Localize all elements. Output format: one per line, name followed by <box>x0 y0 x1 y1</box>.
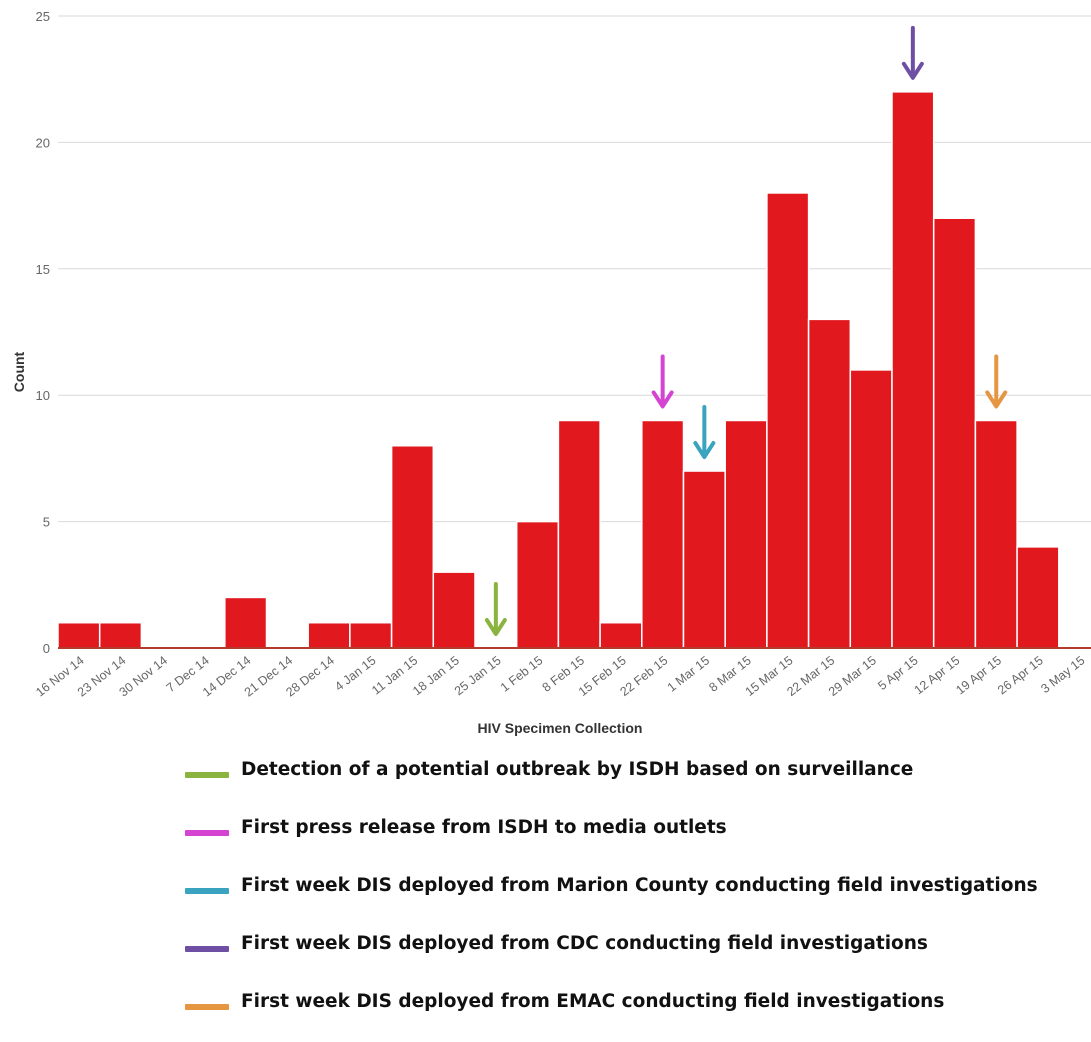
bar <box>349 621 393 649</box>
annotation-arrow <box>901 25 924 80</box>
y-tick-label: 10 <box>36 388 50 403</box>
bar <box>641 419 685 649</box>
bar <box>766 192 810 649</box>
bar <box>599 621 643 649</box>
legend: Detection of a potential outbreak by ISD… <box>185 752 1085 1042</box>
bar <box>932 217 977 649</box>
bar <box>557 419 601 649</box>
legend-label: First week DIS deployed from Marion Coun… <box>241 875 1038 896</box>
y-tick-label: 20 <box>36 135 50 150</box>
bar <box>224 596 268 649</box>
bar <box>724 419 768 649</box>
annotation-arrows <box>484 25 1008 636</box>
y-tick-label: 5 <box>43 515 50 530</box>
legend-label: First week DIS deployed from EMAC conduc… <box>241 991 945 1012</box>
legend-label: Detection of a potential outbreak by ISD… <box>241 759 914 780</box>
annotation-arrow <box>693 405 716 460</box>
annotation-arrow <box>651 354 674 409</box>
y-axis-label: Count <box>11 351 27 392</box>
x-tick-label: 12 Apr 15 <box>912 653 963 697</box>
bar <box>849 369 893 649</box>
bar <box>891 91 935 649</box>
x-tick-label: 19 Apr 15 <box>953 653 1004 697</box>
x-tick-label: 1 Mar 15 <box>665 653 713 694</box>
bar <box>807 318 852 649</box>
bar <box>432 571 476 649</box>
bar <box>974 419 1018 649</box>
bar <box>682 470 726 649</box>
legend-swatch <box>185 946 229 952</box>
legend-item: First week DIS deployed from CDC conduct… <box>185 926 1085 984</box>
x-tick-label: 3 May 15 <box>1038 653 1087 696</box>
bar <box>1016 546 1060 649</box>
x-tick-label: 1 Feb 15 <box>498 653 546 694</box>
x-axis-label: HIV Specimen Collection <box>478 720 643 736</box>
legend-label: First week DIS deployed from CDC conduct… <box>241 933 928 954</box>
legend-swatch <box>185 830 229 836</box>
bar <box>515 520 560 649</box>
legend-swatch <box>185 772 229 778</box>
bar <box>57 621 101 649</box>
y-axis-ticks: 0 5 10 15 20 25 <box>36 9 50 656</box>
legend-item: First week DIS deployed from EMAC conduc… <box>185 984 1085 1042</box>
y-tick-label: 0 <box>43 641 50 656</box>
legend-item: First week DIS deployed from Marion Coun… <box>185 868 1085 926</box>
legend-label: First press release from ISDH to media o… <box>241 817 727 838</box>
x-tick-label: 25 Jan 15 <box>452 653 504 698</box>
bar <box>390 445 435 649</box>
bars <box>57 91 1060 649</box>
legend-swatch <box>185 1004 229 1010</box>
legend-item: First press release from ISDH to media o… <box>185 810 1085 868</box>
annotation-arrow <box>484 582 507 636</box>
legend-item: Detection of a potential outbreak by ISD… <box>185 752 1085 810</box>
annotation-arrow <box>985 354 1008 409</box>
legend-swatch <box>185 888 229 894</box>
bar <box>98 621 143 649</box>
bar <box>307 621 351 649</box>
x-tick-label: 26 Apr 15 <box>995 653 1046 697</box>
y-tick-label: 25 <box>36 9 50 24</box>
y-tick-label: 15 <box>36 262 50 277</box>
